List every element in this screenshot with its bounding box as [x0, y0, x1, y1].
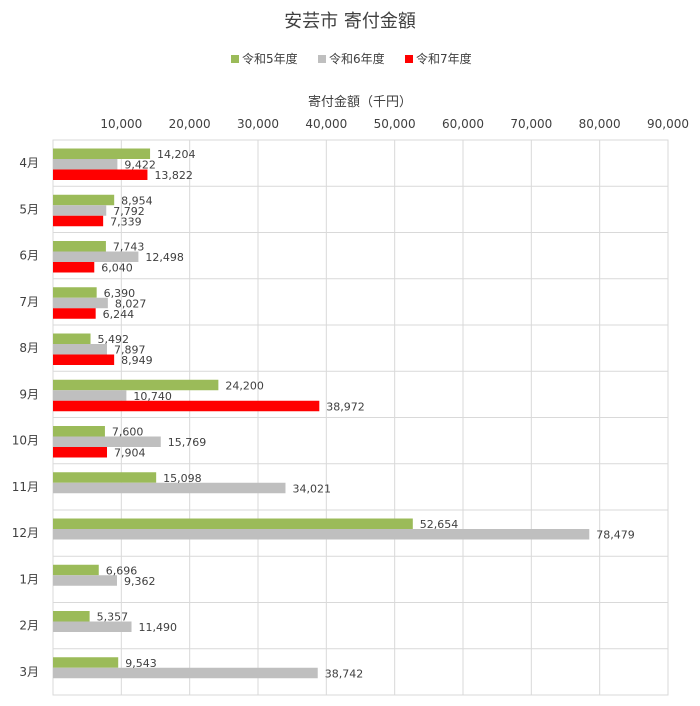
- data-label: 15,769: [168, 436, 207, 449]
- x-tick-label: 60,000: [442, 117, 484, 131]
- data-label: 6,244: [103, 308, 134, 321]
- x-tick-label: 30,000: [237, 117, 279, 131]
- bar: [53, 297, 108, 309]
- bar: [53, 667, 318, 679]
- bar: [53, 354, 115, 365]
- category-label: 8月: [19, 341, 39, 355]
- bar: [53, 194, 115, 206]
- gridlines: [52, 139, 669, 696]
- legend-swatch: [231, 55, 239, 63]
- bar: [53, 379, 219, 391]
- bar: [53, 308, 96, 319]
- data-label: 7,339: [110, 215, 142, 228]
- bar: [53, 611, 90, 622]
- data-label: 9,543: [125, 657, 157, 670]
- bar: [53, 400, 320, 412]
- bar: [53, 426, 105, 437]
- category-label: 6月: [19, 249, 39, 263]
- category-label: 10月: [12, 434, 39, 448]
- category-label: 9月: [19, 387, 39, 401]
- data-label: 7,743: [113, 241, 144, 254]
- x-tick-label: 70,000: [510, 117, 552, 131]
- category-label: 7月: [19, 295, 39, 309]
- data-label: 15,098: [163, 472, 202, 485]
- data-label: 11,490: [139, 621, 178, 634]
- x-tick-label: 50,000: [374, 117, 416, 131]
- x-tick-label: 90,000: [647, 117, 689, 131]
- data-label: 12,498: [145, 251, 184, 264]
- data-label: 7,792: [113, 205, 145, 218]
- legend-label: 令和6年度: [329, 51, 385, 66]
- category-label: 2月: [19, 619, 39, 633]
- category-label: 4月: [19, 156, 39, 170]
- bar: [53, 287, 97, 298]
- legend: 令和5年度 令和6年度 令和7年度: [231, 51, 472, 66]
- bar: [53, 518, 413, 529]
- bar: [53, 333, 91, 344]
- data-label: 78,479: [596, 529, 635, 542]
- data-label: 6,390: [104, 287, 136, 300]
- x-tick-label: 20,000: [169, 117, 211, 131]
- bar: [53, 621, 132, 632]
- x-tick-label: 10,000: [100, 117, 142, 131]
- data-label: 7,904: [114, 447, 146, 460]
- data-label: 38,972: [326, 400, 365, 413]
- chart-title: 安芸市 寄付金額: [284, 11, 416, 32]
- bar: [53, 447, 108, 458]
- data-label: 7,600: [112, 426, 144, 439]
- data-label: 5,492: [98, 333, 129, 346]
- bar: [53, 564, 99, 576]
- data-label: 24,200: [225, 379, 264, 392]
- bar: [53, 251, 139, 262]
- bar: [53, 169, 148, 180]
- x-tick-label: 40,000: [305, 117, 347, 131]
- bar: [53, 529, 590, 540]
- data-label: 8,027: [115, 297, 147, 310]
- data-label: 8,954: [121, 194, 153, 207]
- bar: [53, 436, 161, 447]
- bar: [53, 205, 107, 216]
- data-label: 34,021: [292, 482, 331, 495]
- x-axis-title: 寄付金額（千円）: [308, 94, 412, 110]
- x-tick-label: 80,000: [579, 117, 621, 131]
- legend-swatch: [405, 55, 413, 63]
- data-label: 7,897: [114, 344, 146, 357]
- bar: [53, 390, 127, 401]
- data-label: 14,204: [157, 148, 196, 161]
- category-label: 3月: [19, 665, 39, 679]
- category-label: 1月: [19, 572, 39, 586]
- legend-label: 令和5年度: [242, 51, 298, 66]
- data-label: 6,040: [101, 262, 133, 275]
- bar: [53, 575, 117, 586]
- bar: [53, 482, 286, 494]
- data-label: 5,357: [97, 611, 129, 624]
- data-label: 52,654: [420, 518, 459, 531]
- data-label: 6,696: [106, 564, 138, 577]
- bar: [53, 241, 106, 252]
- bar: [53, 472, 157, 483]
- data-label: 8,949: [121, 354, 152, 367]
- data-label: 38,742: [325, 667, 364, 680]
- x-axis-ticks: 10,000 20,000 30,000 40,000 50,000 60,000 70,0…: [100, 117, 689, 131]
- bar: [53, 262, 95, 273]
- category-label: 12月: [12, 526, 39, 540]
- data-label: 13,822: [154, 169, 193, 182]
- category-labels: 4月 5月 6月 7月 8月 9月 10月 11月 12月 1月 2月 3月: [12, 156, 39, 679]
- category-label: 11月: [12, 480, 39, 494]
- bar: [53, 657, 119, 668]
- bar: [53, 159, 118, 170]
- bar: [53, 148, 151, 159]
- data-label: 10,740: [133, 390, 172, 403]
- bar: [53, 344, 107, 355]
- category-label: 5月: [19, 202, 39, 216]
- data-label: 9,362: [124, 575, 156, 588]
- data-label: 9,422: [124, 159, 156, 172]
- legend-swatch: [318, 55, 326, 63]
- bar: [53, 215, 104, 227]
- bars: [53, 148, 590, 679]
- legend-label: 令和7年度: [416, 51, 472, 66]
